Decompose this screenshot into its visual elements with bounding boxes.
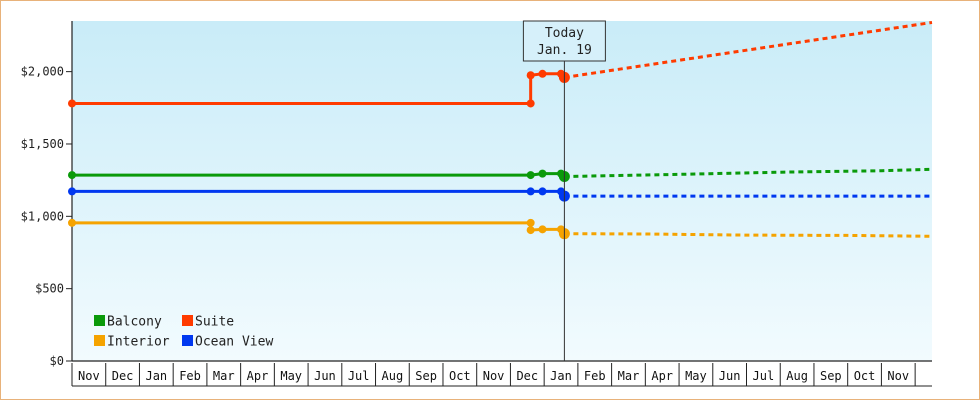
today-label: Today	[545, 26, 584, 41]
series-point-suite	[538, 69, 547, 78]
month-label: Nov	[78, 369, 100, 383]
series-point-interior	[526, 226, 535, 235]
month-label: Nov	[483, 369, 505, 383]
month-label: May	[685, 369, 707, 383]
month-label: Sep	[820, 369, 842, 383]
y-tick-label: $1,500	[21, 137, 64, 151]
month-label: Oct	[449, 369, 471, 383]
month-label: Aug	[382, 369, 404, 383]
month-label: Mar	[213, 369, 235, 383]
legend-label-suite: Suite	[195, 315, 234, 330]
today-marker: Today Jan. 19	[522, 20, 606, 361]
series-point-balcony	[526, 171, 535, 180]
legend: Balcony Suite Interior Ocean View	[94, 315, 273, 350]
series-group	[68, 20, 933, 240]
series-point-interior	[526, 218, 535, 227]
month-label: Mar	[618, 369, 640, 383]
legend-label-ocean-view: Ocean View	[195, 335, 273, 350]
y-tick-label: $0	[50, 354, 64, 368]
month-label: Jul	[753, 369, 775, 383]
month-label: Jan	[145, 369, 167, 383]
month-label: Dec	[516, 369, 538, 383]
month-label: Sep	[415, 369, 437, 383]
month-label: Jan	[550, 369, 572, 383]
series-point-balcony	[538, 169, 547, 178]
y-tick-label: $500	[35, 282, 64, 296]
month-label: Dec	[112, 369, 134, 383]
month-label: Jun	[719, 369, 741, 383]
month-label: Jul	[348, 369, 370, 383]
forecast-line-interior	[564, 232, 933, 238]
month-label: Apr	[247, 369, 269, 383]
legend-swatch-balcony	[94, 315, 105, 326]
series-point-suite	[68, 99, 76, 108]
series-line-balcony	[72, 172, 566, 178]
y-axis: $0 $500 $1,000 $1,500 $2,000	[21, 21, 73, 368]
legend-swatch-ocean-view	[182, 335, 193, 346]
legend-swatch-suite	[182, 315, 193, 326]
month-label: May	[280, 369, 302, 383]
series-point-suite	[526, 99, 535, 108]
series-point-ocean-view	[538, 187, 547, 196]
series-point-ocean-view	[526, 187, 535, 196]
y-tick-label: $1,000	[21, 209, 64, 223]
forecast-line-suite	[564, 20, 933, 79]
month-label: Feb	[584, 369, 606, 383]
legend-swatch-interior	[94, 335, 105, 346]
today-date: Jan. 19	[537, 43, 592, 58]
series-point-suite	[526, 71, 535, 80]
month-label: Nov	[887, 369, 909, 383]
today-box	[522, 20, 606, 62]
series-point-interior	[68, 218, 76, 227]
y-tick-label: $2,000	[21, 65, 64, 79]
month-label: Aug	[786, 369, 808, 383]
month-label: Apr	[651, 369, 673, 383]
month-label: Feb	[179, 369, 201, 383]
forecast-line-balcony	[564, 167, 933, 179]
month-label: Jun	[314, 369, 336, 383]
legend-label-balcony: Balcony	[107, 315, 162, 330]
series-point-ocean-view	[68, 187, 76, 196]
month-label: Oct	[854, 369, 876, 383]
x-axis: Nov Dec Jan Feb Mar Apr May Jun Jul Aug Sep Oct Nov D…	[71, 360, 932, 387]
series-point-interior	[538, 225, 547, 234]
legend-label-interior: Interior	[107, 335, 170, 350]
series-point-balcony	[68, 171, 76, 180]
